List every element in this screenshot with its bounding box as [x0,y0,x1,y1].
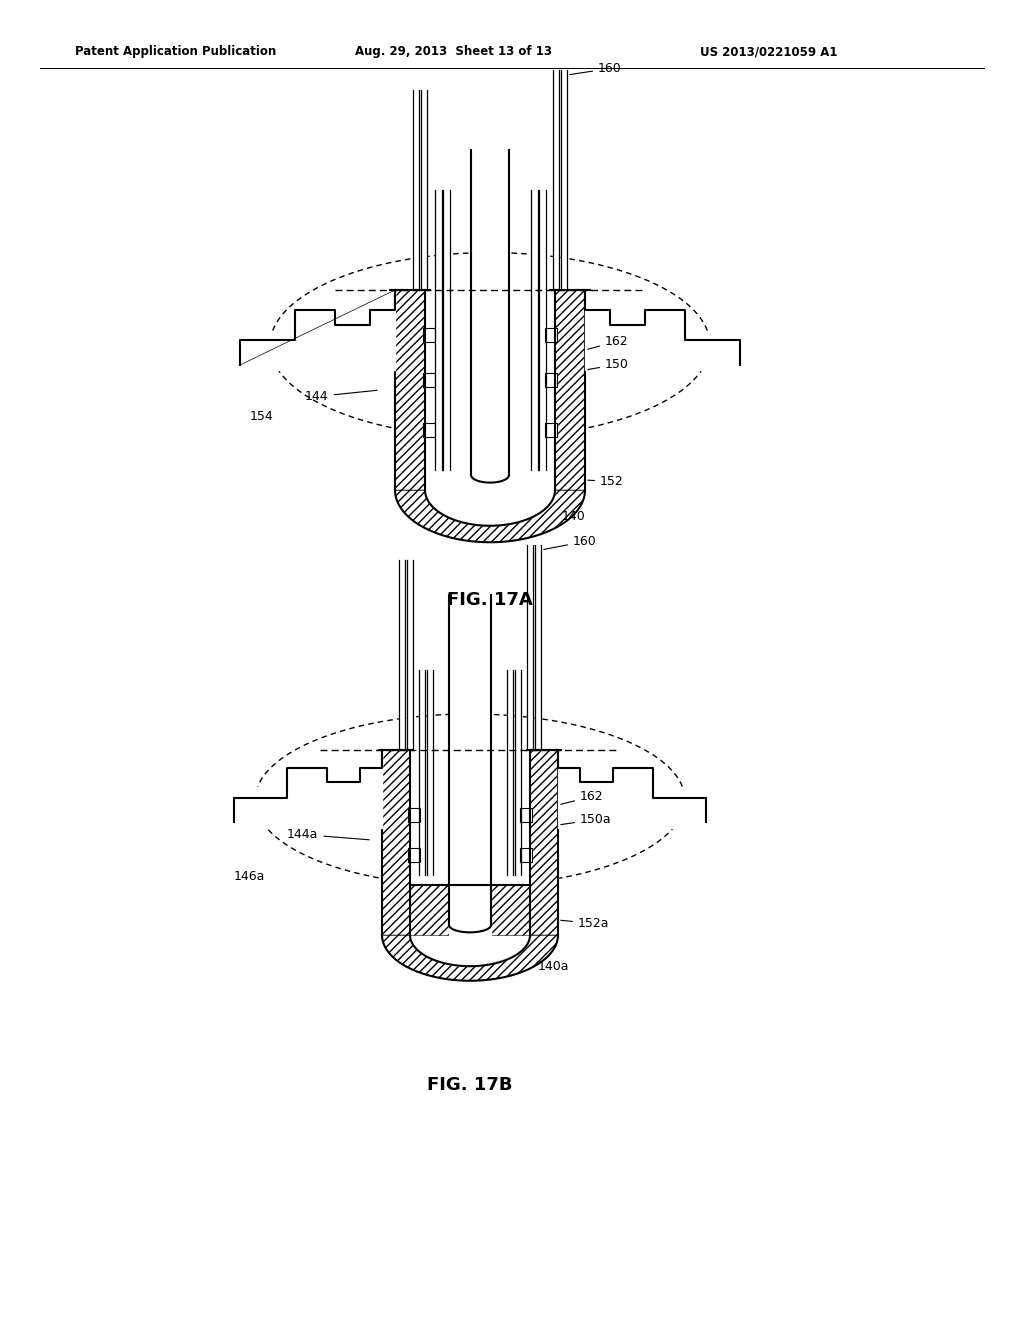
Polygon shape [410,884,530,935]
Polygon shape [561,70,567,290]
Text: 140a: 140a [538,960,569,973]
Polygon shape [555,290,585,490]
Polygon shape [527,545,534,750]
Polygon shape [395,490,585,543]
Polygon shape [530,750,558,935]
Text: 144: 144 [305,389,377,403]
Text: FIG. 17A: FIG. 17A [447,591,532,609]
Polygon shape [382,935,558,981]
Polygon shape [427,671,433,875]
Text: Aug. 29, 2013  Sheet 13 of 13: Aug. 29, 2013 Sheet 13 of 13 [355,45,552,58]
Text: 146a: 146a [234,870,265,883]
Polygon shape [449,925,490,932]
Polygon shape [515,671,521,875]
Polygon shape [530,190,538,470]
Text: 154: 154 [250,411,273,422]
Polygon shape [520,847,532,862]
Text: 162: 162 [561,789,603,804]
Polygon shape [442,190,450,470]
Polygon shape [395,290,425,490]
Text: Patent Application Publication: Patent Application Publication [75,45,276,58]
Text: 162: 162 [588,335,629,350]
Polygon shape [421,90,427,290]
Polygon shape [434,190,441,470]
Polygon shape [407,560,413,750]
Text: 160: 160 [569,62,622,75]
Text: 140: 140 [562,510,586,523]
Polygon shape [471,475,509,483]
Polygon shape [423,327,435,342]
Polygon shape [449,884,490,935]
Polygon shape [449,595,490,925]
Polygon shape [382,750,410,935]
Polygon shape [410,750,530,966]
Polygon shape [507,671,513,875]
Polygon shape [585,290,740,370]
Polygon shape [234,750,382,828]
Polygon shape [545,422,557,437]
Text: US 2013/0221059 A1: US 2013/0221059 A1 [700,45,838,58]
Text: 160: 160 [544,535,597,549]
Polygon shape [471,150,509,475]
Polygon shape [545,374,557,387]
Polygon shape [539,190,546,470]
Polygon shape [423,422,435,437]
Polygon shape [413,90,419,290]
Polygon shape [423,374,435,387]
Polygon shape [408,808,420,822]
Polygon shape [553,70,559,290]
Text: 152: 152 [588,475,624,488]
Polygon shape [558,750,706,828]
Text: 150: 150 [588,358,629,371]
Polygon shape [408,847,420,862]
Polygon shape [399,560,406,750]
Polygon shape [520,808,532,822]
Polygon shape [240,290,395,370]
Polygon shape [419,671,425,875]
Polygon shape [545,327,557,342]
Text: 152a: 152a [561,917,609,931]
Text: 150a: 150a [561,813,611,826]
Text: FIG. 17B: FIG. 17B [427,1076,513,1094]
Polygon shape [425,290,555,525]
Polygon shape [535,545,541,750]
Text: 144a: 144a [287,828,370,841]
